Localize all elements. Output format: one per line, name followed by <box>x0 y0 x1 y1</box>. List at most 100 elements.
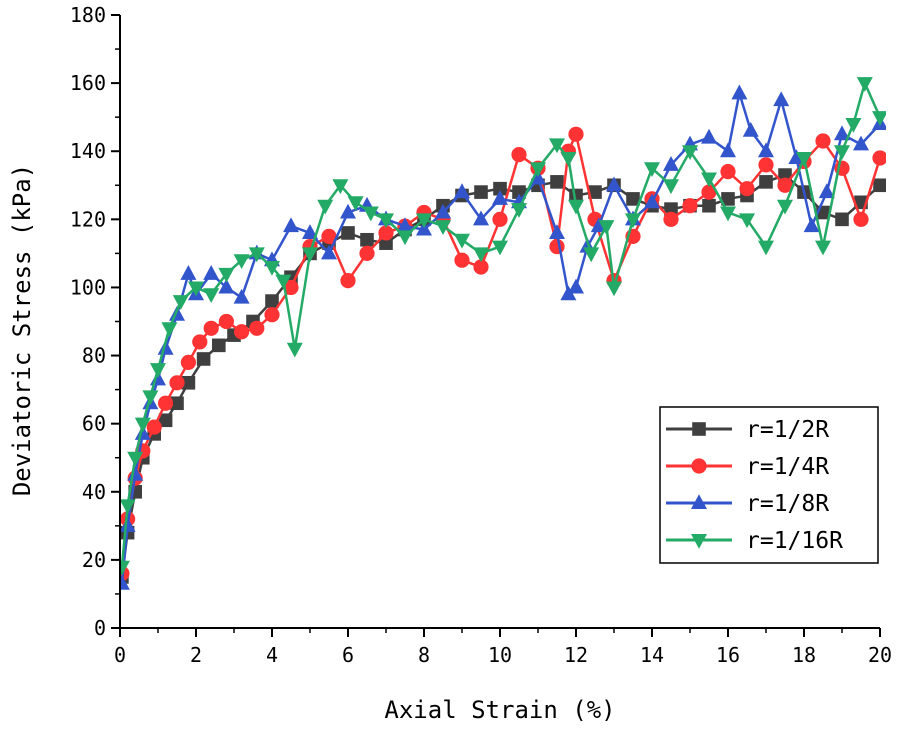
data-point <box>549 138 565 154</box>
data-point <box>493 181 507 196</box>
data-point <box>150 363 166 378</box>
data-point <box>146 419 162 435</box>
data-point <box>758 142 774 158</box>
data-point <box>720 164 736 180</box>
data-point <box>739 213 755 229</box>
data-point <box>362 206 379 222</box>
data-point <box>180 265 197 280</box>
x-tick-label: 6 <box>342 643 354 667</box>
data-point <box>454 183 470 199</box>
data-point <box>379 236 393 250</box>
legend-label: r=1/8R <box>746 491 829 517</box>
data-point <box>264 261 280 276</box>
data-point <box>568 278 584 294</box>
data-point <box>473 259 489 275</box>
data-point <box>172 295 189 310</box>
data-point <box>682 198 698 214</box>
y-tick-label: 20 <box>82 548 106 572</box>
legend-item-2: r=1/4R <box>666 454 829 480</box>
data-point <box>473 247 489 263</box>
data-point <box>598 220 615 235</box>
data-point <box>835 212 849 227</box>
data-point <box>181 376 196 390</box>
data-point <box>188 281 204 297</box>
legend-label: r=1/16R <box>746 528 843 554</box>
legend-item-1: r=1/2R <box>666 417 829 443</box>
data-point <box>530 169 546 185</box>
data-point <box>332 179 349 195</box>
data-point <box>347 196 364 212</box>
data-point <box>233 254 250 269</box>
data-point <box>644 162 660 178</box>
x-tick-label: 4 <box>266 643 278 667</box>
data-point <box>359 245 375 261</box>
y-tick-label: 100 <box>70 275 106 299</box>
data-point <box>549 238 565 255</box>
data-point <box>248 247 265 263</box>
data-point <box>701 128 717 144</box>
data-point <box>682 145 698 161</box>
y-tick-label: 40 <box>82 480 106 504</box>
data-point <box>845 117 862 133</box>
y-tick-label: 120 <box>70 207 106 231</box>
data-point <box>492 211 508 227</box>
x-tick-label: 0 <box>114 643 126 667</box>
data-point <box>397 230 413 246</box>
x-tick-label: 18 <box>792 643 816 667</box>
data-point <box>644 193 660 209</box>
y-tick-label: 80 <box>82 344 106 368</box>
data-point <box>120 560 130 576</box>
data-point <box>317 199 334 215</box>
data-point <box>120 574 130 590</box>
data-point <box>378 225 394 241</box>
data-point <box>549 224 565 239</box>
legend-marker <box>691 494 707 509</box>
data-point <box>625 213 641 229</box>
data-point <box>663 156 679 171</box>
data-point <box>758 240 774 256</box>
data-point <box>702 198 716 213</box>
series-2 <box>120 126 886 582</box>
data-point <box>264 307 280 323</box>
y-tick-label: 140 <box>70 139 106 163</box>
data-point <box>853 211 869 227</box>
data-point <box>161 322 178 338</box>
data-point <box>590 217 607 233</box>
data-point <box>872 150 886 166</box>
data-point <box>416 213 432 229</box>
data-point <box>739 181 755 197</box>
x-tick-label: 14 <box>640 643 664 667</box>
x-tick-label: 16 <box>716 643 740 667</box>
y-tick-label: 0 <box>94 616 106 640</box>
x-axis-title: Axial Strain (%) <box>384 696 615 724</box>
data-point <box>511 203 527 218</box>
data-point <box>815 133 831 149</box>
data-point <box>759 175 773 189</box>
data-point <box>568 199 584 215</box>
legend: r=1/2R r=1/4R r=1/8R r=1/16R <box>659 406 879 564</box>
data-point <box>663 179 679 195</box>
data-point <box>416 220 432 236</box>
data-point <box>773 91 790 107</box>
data-point <box>265 294 279 308</box>
data-point <box>606 281 622 297</box>
data-point <box>872 111 886 126</box>
data-point <box>777 199 793 215</box>
data-point <box>321 244 337 260</box>
data-point <box>127 451 144 467</box>
legend-marker <box>691 458 707 474</box>
data-point <box>512 185 526 199</box>
data-point <box>778 168 792 182</box>
data-point <box>180 354 196 370</box>
data-point <box>142 390 159 406</box>
data-point <box>588 185 602 199</box>
data-point <box>454 233 470 249</box>
data-point <box>286 342 303 358</box>
data-point <box>853 135 869 151</box>
data-point <box>341 226 355 240</box>
data-point <box>788 149 805 165</box>
data-point <box>663 211 679 227</box>
data-point <box>834 145 850 161</box>
data-point <box>158 395 174 411</box>
